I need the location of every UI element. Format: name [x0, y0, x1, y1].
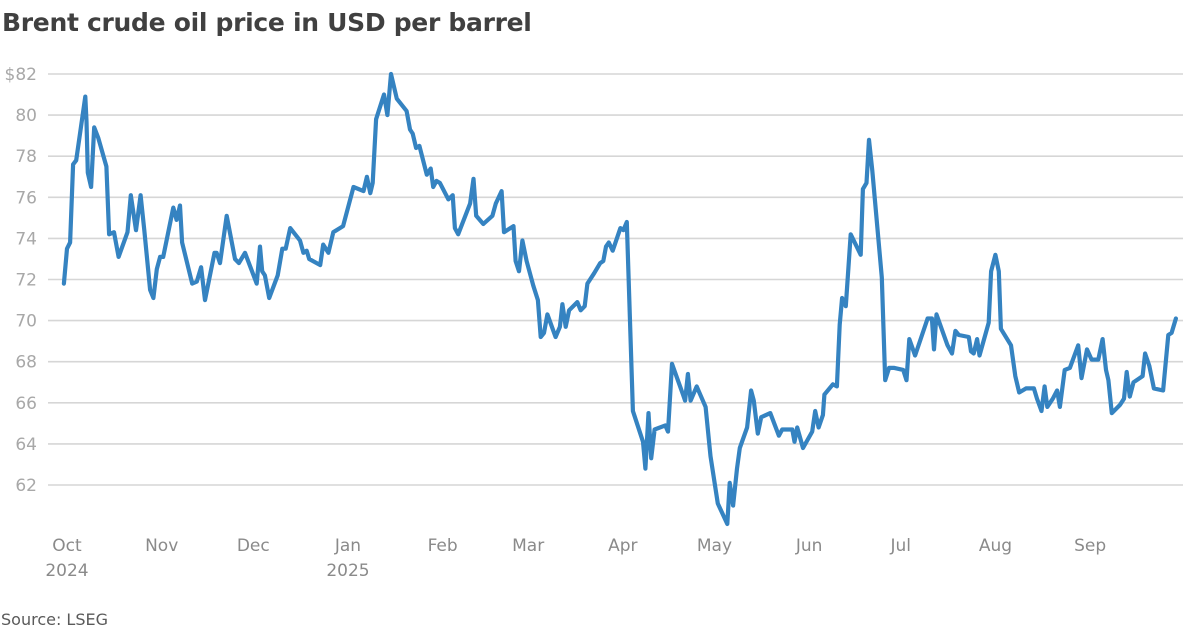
x-tick-year-label: 2024 — [45, 561, 88, 581]
x-tick-year-label: 2025 — [326, 561, 369, 581]
x-tick-label: Dec — [237, 536, 270, 556]
y-tick-label: 66 — [15, 394, 37, 414]
x-tick-label: Mar — [512, 536, 544, 556]
y-axis-ticks: $82 80 78 76 74 72 70 68 66 64 62 — [5, 65, 37, 496]
x-tick-label: Feb — [428, 536, 458, 556]
x-tick-label: Jan — [334, 536, 361, 556]
price-line — [61, 71, 1178, 527]
x-axis-ticks: Oct 2024 Nov Dec Jan 2025 Feb Mar Apr May Jun Jul Au… — [45, 536, 1106, 581]
y-tick-label: 78 — [15, 147, 37, 167]
y-tick-label: 72 — [15, 271, 37, 291]
x-tick-label: Nov — [145, 536, 178, 556]
x-tick-label: Apr — [608, 536, 637, 556]
y-tick-label: 62 — [15, 476, 37, 496]
source-note: Source: LSEG — [1, 610, 109, 629]
x-tick-label: May — [697, 536, 732, 556]
y-tick-label: 80 — [15, 106, 37, 126]
x-tick-label: Oct — [52, 536, 82, 556]
gridlines — [48, 73, 1183, 486]
y-tick-label: 76 — [15, 188, 37, 208]
y-tick-label: 74 — [15, 229, 37, 249]
y-tick-label: 68 — [15, 353, 37, 373]
x-tick-label: Jun — [795, 536, 823, 556]
y-tick-label: 70 — [15, 312, 37, 332]
y-tick-label: $82 — [5, 65, 37, 85]
chart-title: Brent crude oil price in USD per barrel — [2, 8, 532, 37]
x-tick-label: Aug — [979, 536, 1012, 556]
y-tick-label: 64 — [15, 435, 37, 455]
x-tick-label: Sep — [1074, 536, 1106, 556]
x-tick-label: Jul — [889, 536, 911, 556]
